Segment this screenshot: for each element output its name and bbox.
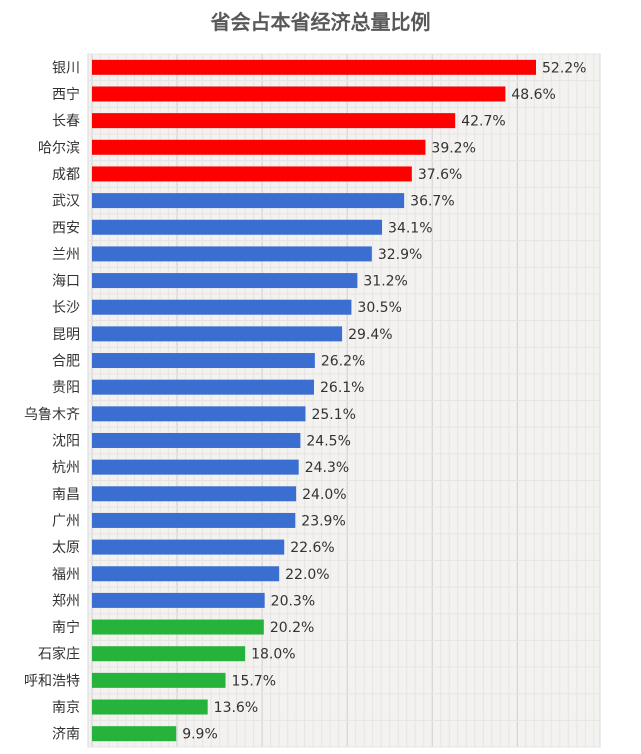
- value-label: 30.5%: [357, 300, 401, 316]
- category-label: 西安: [52, 220, 80, 236]
- category-label: 石家庄: [38, 646, 80, 663]
- category-label: 南京: [52, 700, 80, 716]
- value-label: 24.3%: [305, 460, 349, 476]
- category-label: 海口: [52, 274, 80, 290]
- category-label: 郑州: [52, 593, 80, 609]
- bar: [92, 299, 352, 315]
- category-label: 长春: [52, 114, 80, 130]
- category-label: 沈阳: [52, 433, 80, 449]
- value-label: 13.6%: [214, 700, 258, 716]
- category-label: 乌鲁木齐: [24, 407, 80, 423]
- bar: [92, 699, 208, 715]
- bar: [92, 459, 299, 475]
- value-label: 42.7%: [461, 114, 505, 130]
- bar: [92, 432, 301, 448]
- category-label: 西宁: [52, 86, 80, 103]
- bar: [92, 273, 358, 289]
- bar: [92, 379, 314, 395]
- bar: [92, 646, 246, 662]
- bar: [92, 406, 306, 422]
- value-label: 20.2%: [270, 620, 314, 636]
- bar: [92, 139, 426, 155]
- bar: [92, 353, 315, 369]
- value-label: 24.5%: [306, 433, 350, 449]
- category-label: 银川: [52, 60, 80, 76]
- value-label: 26.1%: [320, 380, 364, 396]
- value-label: 15.7%: [232, 673, 276, 689]
- bar: [92, 512, 296, 528]
- bar: [92, 219, 383, 235]
- value-label: 31.2%: [363, 274, 407, 290]
- value-label: 36.7%: [410, 194, 454, 210]
- bar: [92, 326, 343, 342]
- value-label: 34.1%: [388, 220, 432, 236]
- bar: [92, 486, 297, 502]
- category-label: 南宁: [52, 619, 80, 636]
- value-label: 18.0%: [251, 647, 295, 663]
- bar: [92, 592, 265, 608]
- value-label: 20.3%: [271, 593, 315, 609]
- value-label: 29.4%: [348, 327, 392, 343]
- category-label: 福州: [52, 567, 80, 583]
- category-label: 成都: [52, 167, 80, 183]
- bar: [92, 113, 456, 129]
- category-label: 太原: [52, 540, 80, 556]
- bar: [92, 86, 506, 102]
- value-label: 48.6%: [511, 87, 555, 103]
- category-label: 武汉: [52, 194, 80, 210]
- category-label: 杭州: [52, 460, 80, 476]
- value-label: 32.9%: [378, 247, 422, 263]
- category-label: 昆明: [52, 327, 80, 343]
- bar: [92, 566, 280, 582]
- chart-title: 省会占本省经济总量比例: [210, 10, 431, 34]
- bar: [92, 59, 536, 75]
- category-label: 贵阳: [52, 380, 80, 396]
- bar: [92, 166, 412, 182]
- value-label: 25.1%: [311, 407, 355, 423]
- bar: [92, 726, 177, 742]
- category-label: 广州: [52, 513, 80, 529]
- bar: [92, 672, 226, 688]
- value-label: 37.6%: [418, 167, 462, 183]
- bar: [92, 619, 264, 635]
- value-label: 24.0%: [302, 487, 346, 503]
- category-label: 济南: [52, 727, 80, 743]
- category-label: 兰州: [52, 247, 80, 263]
- bar: [92, 193, 405, 209]
- value-label: 26.2%: [321, 354, 365, 370]
- bar: [92, 246, 372, 262]
- category-label: 南昌: [52, 487, 80, 503]
- value-label: 52.2%: [542, 60, 586, 76]
- category-label: 哈尔滨: [38, 140, 80, 156]
- value-label: 9.9%: [182, 727, 218, 743]
- value-label: 22.6%: [290, 540, 334, 556]
- bar: [92, 539, 285, 555]
- category-label: 合肥: [52, 354, 80, 370]
- value-label: 39.2%: [431, 140, 475, 156]
- value-label: 22.0%: [285, 567, 329, 583]
- value-label: 23.9%: [301, 513, 345, 529]
- category-label: 呼和浩特: [24, 673, 80, 689]
- category-label: 长沙: [52, 300, 80, 316]
